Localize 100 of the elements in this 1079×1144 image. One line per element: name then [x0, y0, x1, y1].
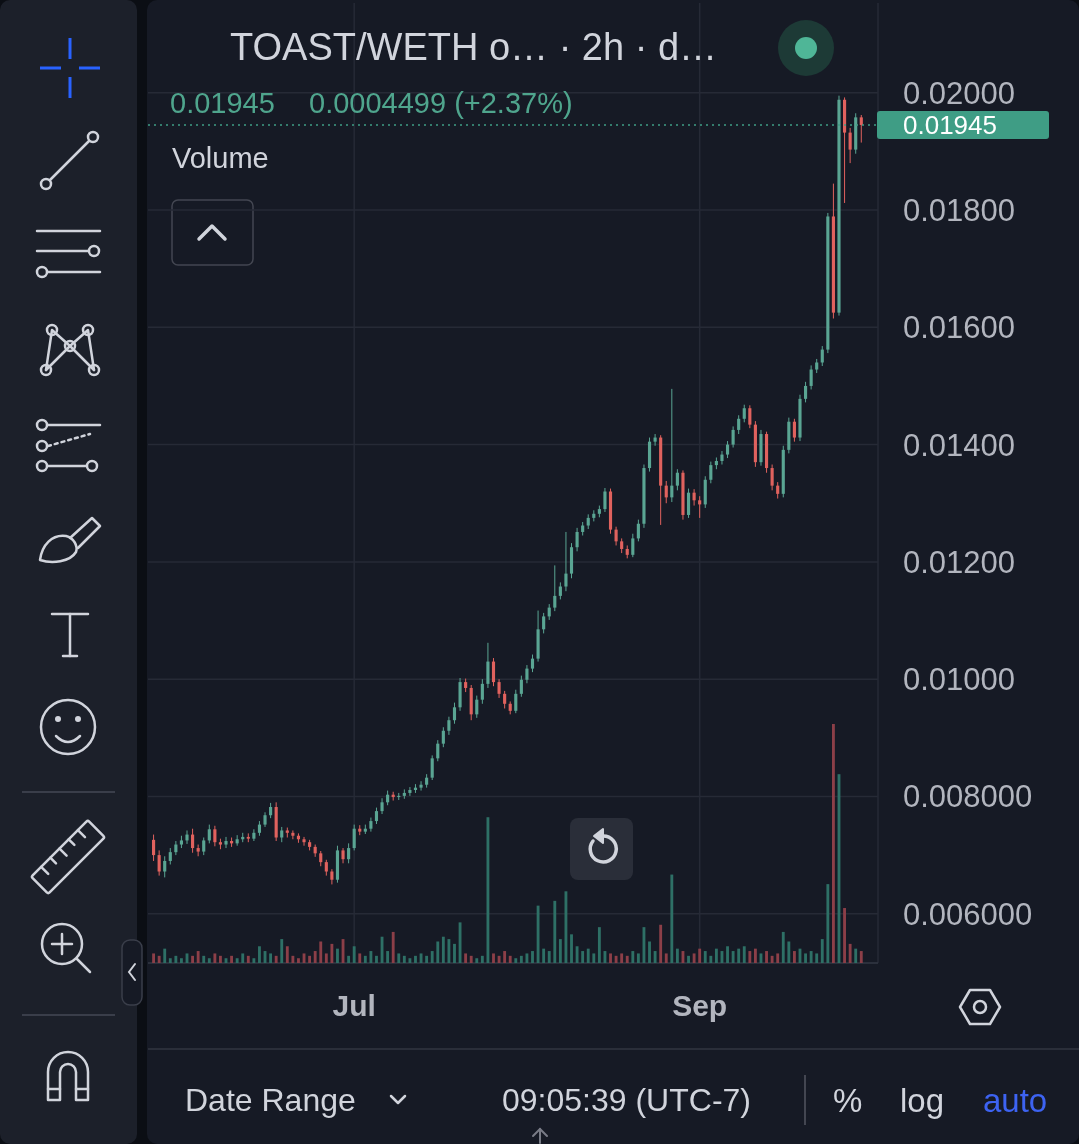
bar — [625, 955, 629, 963]
bar — [714, 948, 718, 963]
bar — [330, 943, 334, 963]
bar — [620, 953, 624, 963]
bar — [408, 958, 412, 963]
candlestick — [525, 664, 529, 684]
candlestick — [748, 404, 752, 429]
bar — [358, 953, 362, 963]
bar — [285, 946, 289, 963]
candlestick — [720, 450, 724, 466]
bar — [781, 931, 785, 963]
bar — [698, 948, 702, 963]
bar — [547, 951, 551, 963]
candlestick — [447, 716, 451, 736]
candlestick — [575, 527, 579, 552]
candlestick — [519, 675, 523, 698]
bar — [336, 948, 339, 963]
candlestick — [675, 468, 679, 491]
bar — [831, 724, 835, 963]
text: log — [900, 1081, 945, 1119]
bar — [636, 953, 640, 963]
candlestick — [441, 726, 445, 748]
bar — [770, 955, 774, 963]
bar — [375, 955, 378, 963]
candlestick — [698, 495, 702, 519]
text: auto — [983, 1081, 1048, 1119]
candlestick — [347, 842, 351, 864]
y-tick-label: 0.01000 — [903, 661, 1016, 697]
bar — [664, 953, 668, 963]
candlestick — [631, 533, 635, 558]
candlestick — [731, 425, 735, 449]
bar — [269, 953, 273, 963]
candlestick — [491, 657, 496, 687]
bar — [592, 953, 596, 963]
bar — [469, 955, 473, 963]
bar — [369, 951, 373, 963]
text: 09:05:39 (UTC-7) — [502, 1082, 751, 1118]
y-tick-label: 0.01600 — [903, 309, 1016, 345]
bar — [430, 951, 434, 963]
bar — [202, 955, 206, 963]
candlestick — [803, 381, 808, 403]
bar — [792, 951, 796, 963]
y-tick-label: 0.02000 — [903, 75, 1016, 111]
bar — [402, 955, 406, 963]
text: TOAST/WETH o… · 2h · d… — [230, 26, 718, 68]
bar — [558, 939, 562, 963]
bar — [731, 951, 735, 963]
bar — [180, 958, 183, 963]
bar — [414, 955, 417, 963]
bar — [235, 958, 239, 963]
candlestick — [809, 364, 813, 390]
bar — [570, 934, 573, 963]
bar — [737, 948, 741, 963]
x-tick-label: Sep — [672, 988, 728, 1022]
candlestick — [157, 849, 161, 877]
candlestick — [792, 418, 796, 443]
bar — [631, 951, 635, 963]
bar — [848, 943, 852, 963]
candlestick — [603, 487, 607, 513]
candlestick — [352, 824, 356, 851]
bar — [614, 955, 618, 963]
bar — [648, 941, 651, 963]
candlestick — [497, 678, 501, 699]
bar — [536, 905, 540, 963]
bar — [313, 951, 317, 963]
bar — [352, 946, 356, 963]
y-tick-label: 0.006000 — [903, 896, 1033, 932]
bar — [308, 955, 312, 963]
y-tick-label: 0.008000 — [903, 778, 1033, 814]
candlestick — [480, 678, 484, 705]
text: % — [833, 1081, 863, 1119]
candlestick — [709, 461, 713, 484]
bar — [386, 951, 390, 963]
bar — [581, 951, 585, 963]
candlestick — [152, 834, 156, 862]
bar — [586, 948, 590, 963]
candlestick — [207, 824, 211, 844]
bar — [748, 951, 752, 963]
candlestick — [848, 127, 852, 164]
bar — [843, 908, 846, 963]
candlestick — [185, 829, 189, 845]
bar — [542, 948, 546, 963]
bar — [475, 958, 479, 963]
bar — [742, 946, 746, 963]
bar — [168, 958, 172, 963]
bar — [174, 955, 178, 963]
candlestick — [436, 739, 440, 762]
candlestick — [553, 564, 557, 612]
candlestick — [653, 433, 657, 447]
candlestick — [820, 345, 824, 367]
text: Date Range — [185, 1082, 356, 1118]
bar — [703, 951, 707, 963]
bar — [157, 955, 161, 963]
bar — [291, 955, 295, 963]
bar — [675, 948, 679, 963]
bar — [163, 948, 167, 963]
bar — [152, 953, 155, 963]
bar — [492, 953, 495, 963]
bar — [709, 955, 713, 963]
bar — [787, 941, 791, 963]
